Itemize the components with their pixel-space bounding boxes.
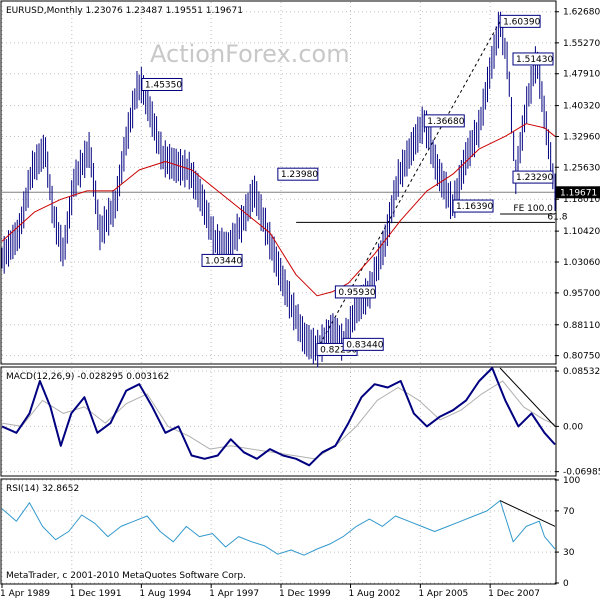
macd-y-tick-label: 0.00 <box>563 422 583 432</box>
annotation-text: 1.36680 <box>427 117 464 127</box>
annotation-text: 1.16390 <box>456 202 493 212</box>
price-layer <box>1 11 556 368</box>
price-y-tick-label: 1.62680 <box>563 8 600 18</box>
watermark-text: ActionForex.com <box>150 40 350 68</box>
macd-panel-frame <box>0 366 557 477</box>
annotation-box <box>342 337 384 351</box>
price-y-tick-label: 1.10420 <box>563 227 600 237</box>
current-price-badge <box>556 186 600 199</box>
annotation-text: 1.51430 <box>516 55 553 65</box>
footer-copyright: MetaTrader, c 2001-2010 MetaQuotes Softw… <box>6 571 246 581</box>
annotation-text: 1.23290 <box>516 173 553 183</box>
price-y-tick-label: 0.95700 <box>563 289 600 299</box>
annotation-text: 0.82230 <box>320 345 357 355</box>
xaxis-layer: 1 Apr 1989 1 Dec 1991 1 Aug 1994 1 Apr 1997… <box>0 584 540 599</box>
price-y-tick-label: 1.55270 <box>563 39 600 49</box>
annotation-text: FE 100.0 <box>513 204 553 214</box>
x-tick-label: 1 Apr 1989 <box>0 589 50 599</box>
x-tick-label: 1 Aug 1994 <box>139 589 191 599</box>
price-y-tick-label: 0.80750 <box>563 352 600 362</box>
annotation-box <box>512 52 554 66</box>
price-y-tick-label: 0.88110 <box>563 321 600 331</box>
price-y-tick-label: 1.47910 <box>563 70 600 80</box>
rsi-line <box>1 500 556 556</box>
annotation-text: 0.83440 <box>346 340 383 350</box>
annotation-box <box>334 285 376 299</box>
rsi-panel-frame <box>0 478 557 585</box>
annotation-text: 1.45350 <box>145 80 182 90</box>
rsi-y-tick-label: 30 <box>563 548 575 558</box>
price-y-tick-label: 1.32960 <box>563 132 600 142</box>
rsi-y-tick-label: 70 <box>563 507 575 517</box>
annotation-box <box>512 170 554 184</box>
x-tick-label: 1 Dec 1999 <box>279 589 331 599</box>
rsi-y-tick-label: 0 <box>563 579 569 589</box>
price-panel-title: EURUSD,Monthly 1.23076 1.23487 1.19551 1… <box>6 6 243 16</box>
annotation-text: 1.60390 <box>503 17 540 27</box>
price-y-tick-label: 1.03060 <box>563 258 600 268</box>
price-y-tick-label: 1.18010 <box>563 195 600 205</box>
macd-signal-line <box>1 380 556 460</box>
ma-layer <box>1 123 556 297</box>
x-tick-label: 1 Apr 1997 <box>209 589 259 599</box>
rsi-y-tick-label: 100 <box>563 476 580 486</box>
macd-layer <box>1 367 556 467</box>
annotation-box <box>452 199 494 213</box>
ma-line <box>1 123 556 297</box>
x-tick-label: 1 Dec 1991 <box>70 589 122 599</box>
macd-main-line <box>1 367 556 467</box>
macd-panel-title: MACD(12,26,9) -0.028295 0.003162 <box>6 372 169 382</box>
annotation-box <box>423 114 465 128</box>
yaxis-layer: 1.62680 1.55270 1.47910 1.40320 1.32960 1.256… <box>555 8 600 589</box>
annotation-text: 61.8 <box>547 212 567 222</box>
annotation-text: 0.95930 <box>338 288 375 298</box>
price-y-tick-label: 1.40320 <box>563 102 600 112</box>
x-tick-label: 1 Apr 2005 <box>418 589 468 599</box>
macd-y-tick-label: 0.085325 <box>563 367 600 377</box>
annotation-box <box>499 14 541 28</box>
rsi-layer <box>1 500 556 556</box>
annotation-text: 1.23980 <box>281 170 318 180</box>
macd-trend-line <box>499 367 556 427</box>
rsi-trend-line <box>499 500 556 527</box>
annotation-box <box>201 253 243 267</box>
x-tick-label: 1 Aug 2002 <box>349 589 401 599</box>
rsi-panel-title: RSI(14) 32.8652 <box>6 484 79 494</box>
price-y-tick-label: 1.25630 <box>563 163 600 173</box>
annotation-text: 1.03440 <box>205 256 242 266</box>
current-price-label: 1.19671 <box>560 188 597 198</box>
annotation-box <box>141 77 183 91</box>
macd-y-tick-label: -0.06985 <box>563 468 600 478</box>
x-tick-label: 1 Dec 2007 <box>488 589 540 599</box>
annotation-box <box>277 167 319 181</box>
